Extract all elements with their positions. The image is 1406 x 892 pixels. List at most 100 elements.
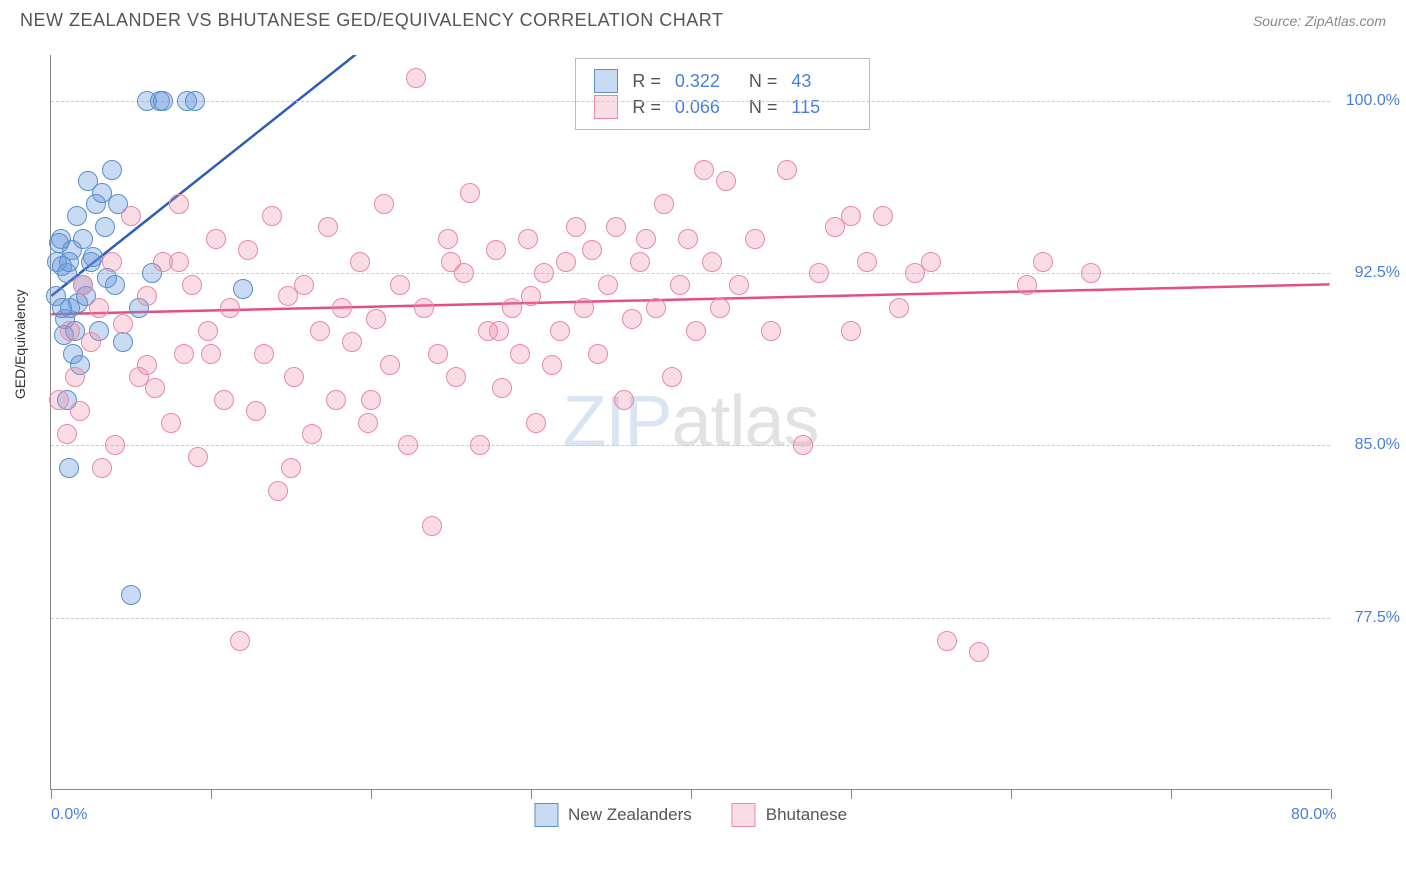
x-tick	[1011, 789, 1012, 799]
point-bhutanese	[214, 390, 234, 410]
point-bhutanese	[102, 252, 122, 272]
point-bhutanese	[390, 275, 410, 295]
y-axis-title: GED/Equivalency	[12, 289, 28, 399]
point-newzealander	[102, 160, 122, 180]
point-bhutanese	[374, 194, 394, 214]
point-bhutanese	[841, 206, 861, 226]
x-tick	[211, 789, 212, 799]
point-bhutanese	[857, 252, 877, 272]
gridline	[51, 273, 1330, 274]
stats-legend-row: R =0.322N =43	[594, 69, 851, 93]
point-newzealander	[105, 275, 125, 295]
point-bhutanese	[406, 68, 426, 88]
point-bhutanese	[294, 275, 314, 295]
point-bhutanese	[361, 390, 381, 410]
point-bhutanese	[489, 321, 509, 341]
point-bhutanese	[438, 229, 458, 249]
point-newzealander	[121, 585, 141, 605]
point-bhutanese	[598, 275, 618, 295]
point-newzealander	[59, 458, 79, 478]
point-newzealander	[153, 91, 173, 111]
point-bhutanese	[57, 424, 77, 444]
point-bhutanese	[841, 321, 861, 341]
point-bhutanese	[89, 298, 109, 318]
point-bhutanese	[92, 458, 112, 478]
point-newzealander	[49, 233, 69, 253]
point-bhutanese	[921, 252, 941, 272]
point-newzealander	[83, 247, 103, 267]
plot-area: ZIPatlas R =0.322N =43R =0.066N =115 New…	[50, 55, 1330, 790]
point-bhutanese	[550, 321, 570, 341]
legend-n-label: N =	[749, 97, 778, 118]
point-bhutanese	[414, 298, 434, 318]
point-newzealander	[185, 91, 205, 111]
point-bhutanese	[793, 435, 813, 455]
x-tick	[1331, 789, 1332, 799]
point-bhutanese	[70, 401, 90, 421]
point-bhutanese	[470, 435, 490, 455]
point-bhutanese	[486, 240, 506, 260]
point-bhutanese	[281, 458, 301, 478]
point-bhutanese	[1017, 275, 1037, 295]
point-newzealander	[113, 332, 133, 352]
legend-r-value: 0.066	[675, 97, 735, 118]
legend-swatch	[594, 95, 618, 119]
x-tick	[851, 789, 852, 799]
point-bhutanese	[220, 298, 240, 318]
point-bhutanese	[230, 631, 250, 651]
chart-title: NEW ZEALANDER VS BHUTANESE GED/EQUIVALEN…	[20, 10, 723, 31]
legend-r-label: R =	[632, 97, 661, 118]
point-bhutanese	[380, 355, 400, 375]
point-bhutanese	[526, 413, 546, 433]
y-tick-label: 100.0%	[1346, 92, 1400, 110]
point-bhutanese	[318, 217, 338, 237]
point-newzealander	[233, 279, 253, 299]
point-bhutanese	[284, 367, 304, 387]
legend-r-value: 0.322	[675, 71, 735, 92]
point-bhutanese	[694, 160, 714, 180]
stats-legend-row: R = 0.066 N = 115	[594, 95, 851, 119]
y-tick-label: 85.0%	[1355, 436, 1400, 454]
point-bhutanese	[574, 298, 594, 318]
point-bhutanese	[678, 229, 698, 249]
point-newzealander	[95, 217, 115, 237]
point-bhutanese	[73, 275, 93, 295]
point-bhutanese	[1081, 263, 1101, 283]
footer-legend-item: New Zealanders	[534, 803, 692, 827]
point-bhutanese	[262, 206, 282, 226]
point-bhutanese	[729, 275, 749, 295]
footer-legend-label: Bhutanese	[766, 805, 847, 825]
point-bhutanese	[686, 321, 706, 341]
point-bhutanese	[428, 344, 448, 364]
x-tick-label: 0.0%	[51, 806, 87, 824]
x-tick	[51, 789, 52, 799]
point-bhutanese	[422, 516, 442, 536]
legend-swatch	[534, 803, 558, 827]
y-tick-label: 92.5%	[1355, 264, 1400, 282]
point-bhutanese	[188, 447, 208, 467]
legend-n-value: 115	[791, 97, 851, 118]
footer-legend-label: New Zealanders	[568, 805, 692, 825]
point-bhutanese	[49, 390, 69, 410]
point-bhutanese	[873, 206, 893, 226]
point-bhutanese	[809, 263, 829, 283]
point-bhutanese	[460, 183, 480, 203]
point-bhutanese	[606, 217, 626, 237]
point-bhutanese	[398, 435, 418, 455]
point-bhutanese	[510, 344, 530, 364]
point-bhutanese	[588, 344, 608, 364]
point-bhutanese	[60, 321, 80, 341]
point-bhutanese	[238, 240, 258, 260]
point-bhutanese	[169, 194, 189, 214]
point-newzealander	[73, 229, 93, 249]
point-bhutanese	[366, 309, 386, 329]
footer-legend: New Zealanders Bhutanese	[534, 803, 847, 827]
chart-header: NEW ZEALANDER VS BHUTANESE GED/EQUIVALEN…	[0, 0, 1406, 36]
point-bhutanese	[174, 344, 194, 364]
point-bhutanese	[206, 229, 226, 249]
point-bhutanese	[670, 275, 690, 295]
point-bhutanese	[137, 286, 157, 306]
point-bhutanese	[342, 332, 362, 352]
point-bhutanese	[556, 252, 576, 272]
point-bhutanese	[662, 367, 682, 387]
